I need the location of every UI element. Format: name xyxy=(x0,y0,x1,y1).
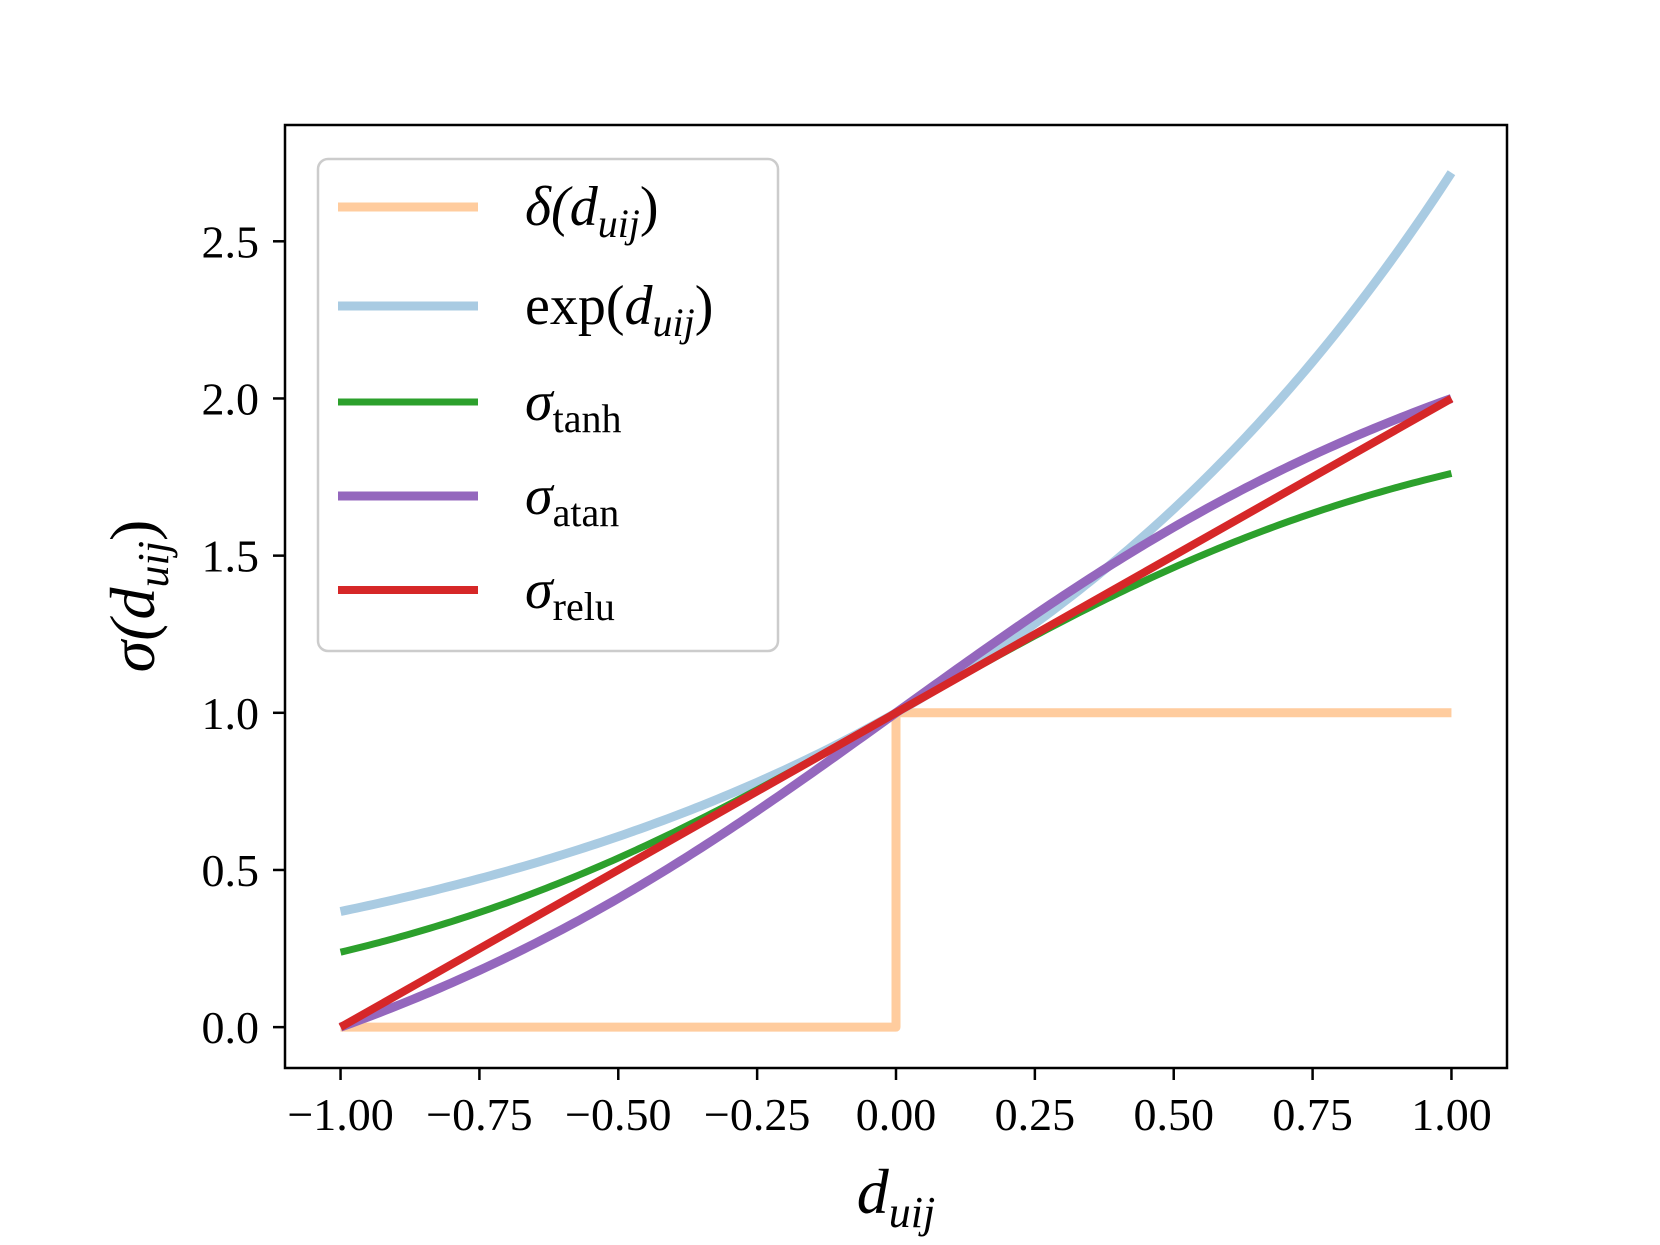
y-axis-label-main: d xyxy=(97,586,168,619)
y-axis-label-prefix: σ( xyxy=(97,616,168,673)
x-tick-label: −0.25 xyxy=(704,1089,810,1140)
x-axis-label-main: d xyxy=(857,1156,890,1227)
x-tick-label: −1.00 xyxy=(287,1089,393,1140)
y-axis-label-sub: uij xyxy=(129,541,178,587)
y-tick-label: 1.0 xyxy=(202,688,260,739)
legend-box xyxy=(316,157,780,653)
y-tick-label: 2.0 xyxy=(202,373,260,424)
series-layer xyxy=(338,170,1456,1032)
y-tick-label: 0.5 xyxy=(202,845,260,896)
legend-label-delta: δ(duij) xyxy=(525,176,659,246)
legend-label-relu: σrelu xyxy=(525,559,615,629)
legend-label-exp: exp(duij) xyxy=(525,275,713,345)
x-tick-label: 0.75 xyxy=(1272,1089,1353,1140)
legend-entries: δ(duij) exp(duij) σtanh σatan σrelu xyxy=(338,176,713,629)
legend-label-tanh: σtanh xyxy=(525,371,622,441)
x-tick-label: −0.50 xyxy=(565,1089,671,1140)
x-tick-label: −0.75 xyxy=(426,1089,532,1140)
y-tick-label: 1.5 xyxy=(202,531,260,582)
y-axis-label: σ(duij) xyxy=(97,520,178,673)
y-tick-label: 2.5 xyxy=(202,216,260,267)
legend-label-atan: σatan xyxy=(525,465,619,535)
x-tick-label: 0.50 xyxy=(1133,1089,1214,1140)
x-tick-label: 1.00 xyxy=(1411,1089,1492,1140)
x-axis-label: duij xyxy=(857,1156,935,1237)
x-tick-label: 0.00 xyxy=(856,1089,937,1140)
x-axis-ticks: −1.00 −0.75 −0.50 −0.25 0.00 0.25 0.50 0.75 1.00 xyxy=(287,1068,1492,1140)
x-tick-label: 0.25 xyxy=(995,1089,1076,1140)
series-line-delta xyxy=(340,708,1452,1032)
legend: δ(duij) exp(duij) σtanh σatan σrelu xyxy=(316,157,780,653)
y-tick-label: 0.0 xyxy=(202,1002,260,1053)
x-axis-label-sub: uij xyxy=(889,1188,935,1237)
series-line-relu xyxy=(338,394,1454,1031)
y-axis-label-suffix: ) xyxy=(97,520,168,541)
y-axis-ticks: 0.0 0.5 1.0 1.5 2.0 2.5 xyxy=(202,216,285,1053)
